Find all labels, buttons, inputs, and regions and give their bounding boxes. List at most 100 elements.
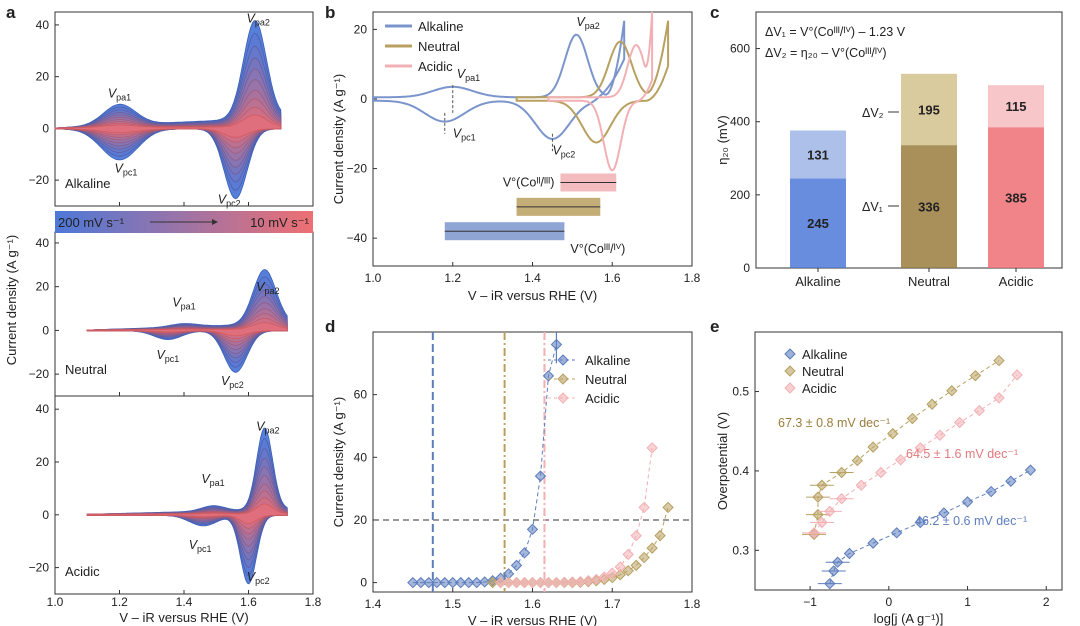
y-tick-label: 0.3 [732,543,749,557]
data-point-acidic [518,576,531,589]
data-point-alkaline [914,516,927,529]
x-axis-label: V – iR versus RHE (V) [119,610,248,625]
data-point-neutral [887,427,899,440]
legend-item: Neutral [802,364,844,379]
y-tick-label: 0 [42,508,49,522]
y-axis-label: Current density (A g⁻¹) [4,235,19,365]
legend-marker [784,382,796,394]
y-tick-label: 0 [42,323,49,337]
subplot-title: Neutral [65,362,107,377]
peak-label-pc2: Vpc2 [247,570,270,586]
data-point-neutral [969,369,982,382]
data-point-alkaline [824,577,836,590]
bar-dv1-neutral [901,145,957,268]
peak-label-pa2: Vpa2 [256,280,279,296]
x-tick-label: 1.8 [305,595,322,609]
data-point-neutral [835,466,848,479]
data-point-alkaline [550,338,563,351]
y-tick-label: 60 [354,388,368,402]
panel-label-d: d [325,317,335,336]
data-point-alkaline [447,576,459,589]
y-tick-label: 40 [36,402,50,416]
data-point-acidic [1011,369,1023,381]
series-line [412,344,557,584]
x-tick-label: 1.8 [684,271,701,285]
panel-e: −1 0 1 2 0.3 0.4 0.5 log[j (A g⁻¹)] Overpotentia… [715,331,1063,626]
data-point-alkaline [455,576,467,589]
cv-curve [54,114,282,138]
legend-item: Neutral [585,372,627,387]
panel-label-a: a [6,3,16,22]
y-tick-label: 40 [36,236,50,250]
panel-c: 1.4 1.5 1.6 1.7 1.8 0 20 40 60 V – iR versus RHE … [331,331,701,626]
data-point-acidic [914,442,927,454]
x-tick-label: −1 [803,595,817,609]
y-tick-label: −40 [347,231,368,245]
subplot-acidic: 40 20 0 −20 Vpa1 Vpa2 Vpc1 Vpc2 Acidic [29,395,314,595]
x-tick-label: 1 [964,595,971,609]
data-point-alkaline [462,576,475,589]
cv-curve [86,503,288,525]
data-point-alkaline [526,523,539,536]
y-tick-label: 40 [36,18,50,32]
y-axis-label: η₂₀ (mV) [715,115,730,164]
data-point-acidic [993,392,1005,404]
data-point-acidic [973,404,986,417]
x-tick-label: 1.2 [444,271,461,285]
data-point-alkaline [867,537,879,549]
peak-label-pa1: Vpa1 [457,67,480,83]
data-point-acidic [824,505,836,518]
y-tick-label: 200 [730,188,750,202]
x-tick-label: 1.6 [524,597,541,611]
y-tick-label: 0 [743,261,750,275]
data-point-neutral [630,559,642,572]
subplot-alkaline: 40 20 0 −20 Vpa1 Vpa2 Vpc1 Vpc2 Alkaline [29,11,314,208]
y-tick-label: 0 [360,92,367,106]
x-tick-label: 2 [1043,595,1050,609]
data-point-neutral [646,542,658,554]
data-point-acidic [606,567,618,579]
bar-dv1-acidic [988,127,1044,268]
y-tick-label: 20 [354,22,368,36]
data-point-alkaline [518,547,531,559]
bar-value-dv2: 195 [918,102,940,117]
y-tick-label: 0 [360,576,367,590]
data-point-neutral [906,412,919,425]
x-tick-label: 1.0 [365,271,382,285]
bar-dv2-neutral [901,73,957,146]
peak-label-pc2: Vpc2 [221,374,244,390]
bar-value-dv2: 131 [807,147,829,162]
side-label-dv1: ΔV₁ [862,200,883,214]
y-axis-label: Current density (A g⁻¹) [331,397,346,527]
slope-label-neutral: 67.3 ± 0.8 mV dec⁻¹ [778,416,890,430]
peak-label-pa2: Vpa2 [246,11,269,27]
peak-label-pa2: Vpa2 [256,419,279,435]
peak-label-pc1: Vpc1 [189,538,212,554]
legend-marker [784,348,796,360]
legend-item: Alkaline [802,347,848,362]
data-point-alkaline [423,576,435,589]
legend-item: Neutral [418,39,460,54]
y-tick-label: 0 [42,121,49,135]
category-label: Acidic [999,274,1034,289]
y-tick-label: 20 [36,70,50,84]
data-point-acidic [582,575,595,587]
data-point-alkaline [415,576,427,589]
data-point-acidic [614,561,626,573]
category-label: Neutral [908,274,950,289]
equation-dv2: ΔV₂ = η₂₀ – V°(Coᴵᴵᴵ/ᴵⱽ) [765,46,887,60]
legend-marker [557,354,569,366]
data-point-neutral [946,385,958,397]
data-point-alkaline [828,565,840,577]
bar-dv2-acidic [988,85,1044,128]
data-point-neutral [867,441,879,453]
x-tick-label: 1.4 [365,597,382,611]
cv-curve-alkaline [372,20,626,141]
y-tick-label: 20 [36,280,50,294]
legend-item: Acidic [802,381,837,396]
y-tick-label: 600 [730,42,750,56]
subplot-neutral: 40 20 0 −20 Vpa1 Vpa2 Vpc1 Vpc2 Neutral [29,231,314,397]
data-point-acidic [526,576,539,589]
y-axis-label: Current density (A g⁻¹) [331,74,346,204]
panel-d: 0 200 400 600 η₂₀ (mV) 245 131 Alkaline 336 195 Ne… [715,11,1063,289]
